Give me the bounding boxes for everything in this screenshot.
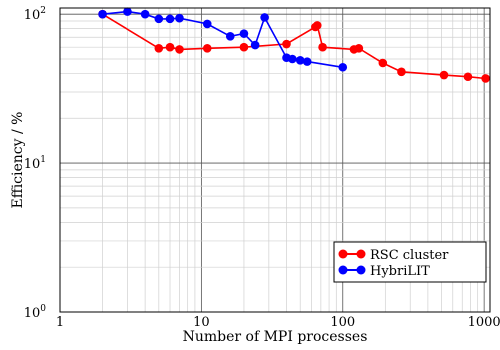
data-point-rsc-cluster <box>175 45 184 54</box>
data-point-rsc-cluster <box>354 43 364 53</box>
x-axis-label: Number of MPI processes <box>183 329 368 345</box>
legend-entry-rsc-cluster: RSC cluster <box>338 248 449 263</box>
data-point-hybrilit <box>202 19 212 29</box>
data-point-rsc-cluster <box>239 42 249 52</box>
data-point-hybrilit <box>165 14 175 24</box>
data-point-hybrilit <box>295 55 305 65</box>
data-point-hybrilit <box>225 32 235 41</box>
x-tick-label: 1 <box>56 315 64 330</box>
data-point-hybrilit <box>175 13 184 23</box>
legend-entry-hybrilit: HybriLIT <box>338 264 430 279</box>
data-point-hybrilit <box>338 62 348 72</box>
data-point-hybrilit <box>98 9 107 19</box>
y-axis-label: Efficiency / % <box>10 112 26 209</box>
legend-box <box>333 241 487 283</box>
plot-frame <box>59 7 491 313</box>
legend-marker-hybrilit <box>338 265 348 275</box>
y-tick-label: 101 <box>24 155 46 172</box>
data-point-rsc-cluster <box>463 72 473 82</box>
data-point-hybrilit <box>302 57 312 66</box>
data-point-rsc-cluster <box>202 43 212 53</box>
data-point-hybrilit <box>239 29 249 38</box>
data-point-rsc-cluster <box>481 74 490 83</box>
x-tick-label: 10 <box>193 315 210 330</box>
data-point-hybrilit <box>250 40 260 50</box>
data-point-rsc-cluster <box>154 43 164 53</box>
y-tick-label: 102 <box>24 6 46 23</box>
legend-marker-hybrilit-end <box>356 265 366 275</box>
data-point-hybrilit <box>123 7 132 16</box>
x-tick-label: 1000 <box>468 315 500 330</box>
data-point-rsc-cluster <box>318 42 327 52</box>
data-point-rsc-cluster <box>397 67 406 77</box>
data-point-rsc-cluster <box>439 70 449 80</box>
y-tick-label: 100 <box>24 304 47 321</box>
data-point-hybrilit <box>154 14 164 24</box>
legend-marker-rsc-cluster <box>338 249 348 259</box>
data-series <box>98 7 490 83</box>
data-point-rsc-cluster <box>282 39 291 49</box>
data-point-hybrilit <box>288 54 297 64</box>
data-point-rsc-cluster <box>312 21 322 30</box>
data-point-rsc-cluster <box>378 58 388 68</box>
data-point-hybrilit <box>140 9 150 19</box>
data-point-rsc-cluster <box>165 42 175 52</box>
legend: RSC cluster HybriLIT <box>333 241 487 283</box>
legend-label-rsc-cluster: RSC cluster <box>370 248 449 263</box>
axis-ticks: 1 10 100 1000 100 101 102 <box>24 6 500 330</box>
legend-marker-rsc-cluster-end <box>356 249 366 259</box>
legend-label-hybrilit: HybriLIT <box>370 264 430 279</box>
data-point-hybrilit <box>260 13 269 22</box>
x-tick-label: 100 <box>330 315 355 330</box>
